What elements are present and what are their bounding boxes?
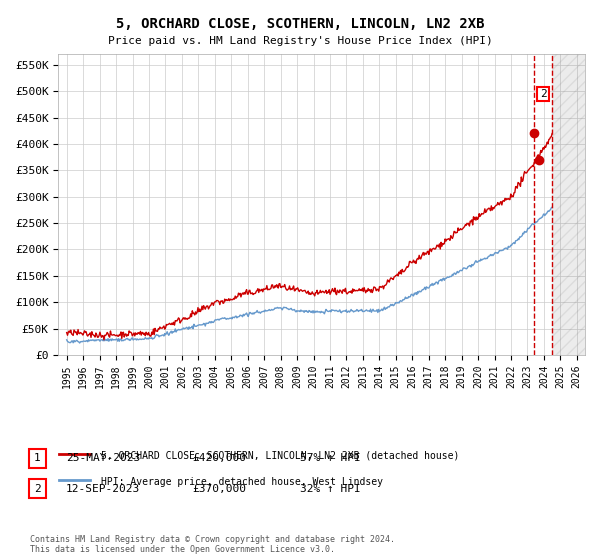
Text: 1: 1	[34, 453, 41, 463]
Text: 5, ORCHARD CLOSE, SCOTHERN, LINCOLN, LN2 2XB: 5, ORCHARD CLOSE, SCOTHERN, LINCOLN, LN2…	[116, 17, 484, 31]
Text: 12-SEP-2023: 12-SEP-2023	[66, 484, 140, 494]
Text: 32% ↑ HPI: 32% ↑ HPI	[300, 484, 361, 494]
Text: Price paid vs. HM Land Registry's House Price Index (HPI): Price paid vs. HM Land Registry's House …	[107, 36, 493, 46]
Text: 2: 2	[34, 484, 41, 494]
Text: 25-MAY-2023: 25-MAY-2023	[66, 453, 140, 463]
Text: £370,000: £370,000	[192, 484, 246, 494]
Text: 2: 2	[539, 89, 547, 99]
Bar	[552, 54, 585, 355]
Text: Contains HM Land Registry data © Crown copyright and database right 2024.
This d: Contains HM Land Registry data © Crown c…	[30, 535, 395, 554]
Text: 5, ORCHARD CLOSE, SCOTHERN, LINCOLN, LN2 2XB (detached house): 5, ORCHARD CLOSE, SCOTHERN, LINCOLN, LN2…	[101, 450, 459, 460]
Text: HPI: Average price, detached house, West Lindsey: HPI: Average price, detached house, West…	[101, 477, 383, 487]
Text: 57% ↑ HPI: 57% ↑ HPI	[300, 453, 361, 463]
Text: £420,000: £420,000	[192, 453, 246, 463]
